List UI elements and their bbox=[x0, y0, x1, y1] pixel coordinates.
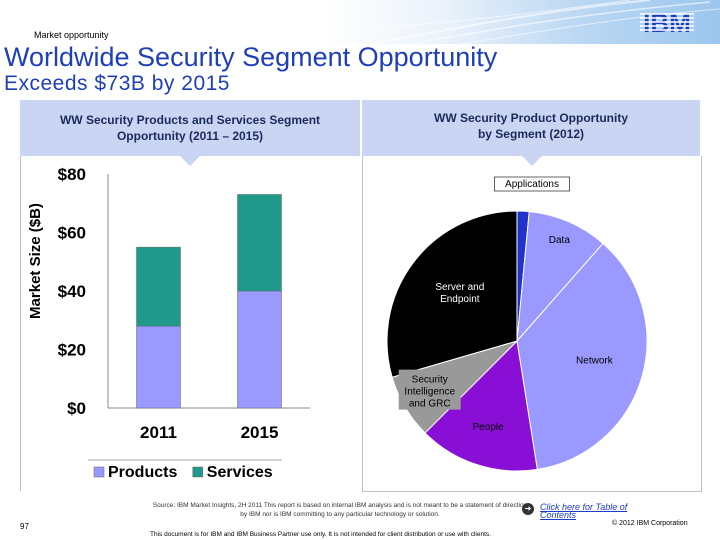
pie-label: People bbox=[473, 422, 505, 433]
legend-swatch bbox=[192, 466, 204, 478]
pie-label: Server and Endpoint bbox=[435, 282, 484, 305]
left-panel-heading: WW Security Products and Services Segmen… bbox=[20, 100, 360, 166]
y-tick-label: $60 bbox=[58, 224, 86, 243]
pie-label: Network bbox=[576, 355, 614, 366]
bar-segment bbox=[237, 290, 282, 409]
right-heading-line-2: by Segment (2012) bbox=[477, 127, 585, 141]
y-tick-label: $20 bbox=[58, 341, 86, 360]
left-heading-line-2: Opportunity (2011 – 2015) bbox=[116, 129, 264, 143]
bar-segment bbox=[237, 194, 282, 292]
pie-label-box bbox=[398, 369, 461, 410]
ibm-logo: IBM bbox=[640, 8, 694, 38]
right-heading-line-1: WW Security Product Opportunity bbox=[434, 111, 628, 125]
pie-slice bbox=[424, 339, 538, 472]
right-heading-pointer bbox=[522, 156, 542, 166]
left-heading-line-1: WW Security Products and Services Segmen… bbox=[59, 113, 321, 127]
page-number: 97 bbox=[20, 522, 29, 531]
y-tick-label: $40 bbox=[58, 282, 86, 301]
right-panel-frame bbox=[362, 156, 702, 492]
pie-label: Security Intelligence and GRC bbox=[404, 375, 455, 410]
copyright: © 2012 IBM Corporation bbox=[612, 520, 688, 527]
arrow-right-icon[interactable]: ➜ bbox=[522, 503, 534, 515]
slide-title: Worldwide Security Segment Opportunity bbox=[4, 42, 498, 72]
pie-slice bbox=[516, 242, 648, 470]
pie-slice bbox=[386, 210, 518, 378]
left-panel-frame bbox=[20, 156, 361, 491]
pie-slice bbox=[516, 211, 604, 343]
bar-chart: Market Size ($B) $0 $20 $40 $60 $80 2011 2015… bbox=[27, 165, 310, 481]
x-tick-label: 2011 bbox=[140, 423, 177, 442]
left-heading-pointer bbox=[180, 156, 200, 166]
pie-label-box bbox=[494, 176, 570, 192]
x-tick-labels: 2011 2015 bbox=[140, 423, 278, 442]
legend-swatch bbox=[93, 466, 105, 478]
legend-label: Services bbox=[207, 464, 273, 481]
pie-label: Data bbox=[549, 235, 571, 246]
toc-link[interactable]: Click here for Table of Contents bbox=[540, 502, 628, 520]
pie-labels: Applications Data Network People Security Int… bbox=[398, 176, 614, 433]
y-tick-labels: $0 $20 $40 $60 $80 bbox=[58, 165, 86, 418]
bar-marks bbox=[136, 194, 282, 409]
section-label: Market opportunity bbox=[34, 30, 109, 40]
y-tick-label: $80 bbox=[58, 165, 86, 184]
legend-label: Products bbox=[108, 464, 177, 481]
pie-chart: Applications Data Network People Security Int… bbox=[386, 176, 648, 472]
header-banner bbox=[0, 0, 720, 44]
ibm-logo-text: IBM bbox=[643, 8, 691, 38]
bar-segment bbox=[136, 325, 181, 409]
disclaimer: This document is for IBM and IBM Busines… bbox=[150, 531, 491, 538]
pie-slices bbox=[386, 210, 648, 472]
pie-label: Applications bbox=[505, 179, 559, 190]
x-tick-label: 2015 bbox=[241, 423, 279, 442]
bar-segment bbox=[136, 246, 181, 327]
source-note: Source: IBM Market Insights, 2H 2011 Thi… bbox=[152, 502, 528, 518]
slide-subtitle: Exceeds $73B by 2015 bbox=[4, 72, 230, 95]
right-panel-heading: WW Security Product Opportunity by Segme… bbox=[362, 100, 700, 166]
y-tick-label: $0 bbox=[67, 399, 86, 418]
legend: Products Services bbox=[88, 459, 282, 481]
header-decoration bbox=[349, 0, 720, 44]
y-axis-label: Market Size ($B) bbox=[27, 203, 44, 319]
